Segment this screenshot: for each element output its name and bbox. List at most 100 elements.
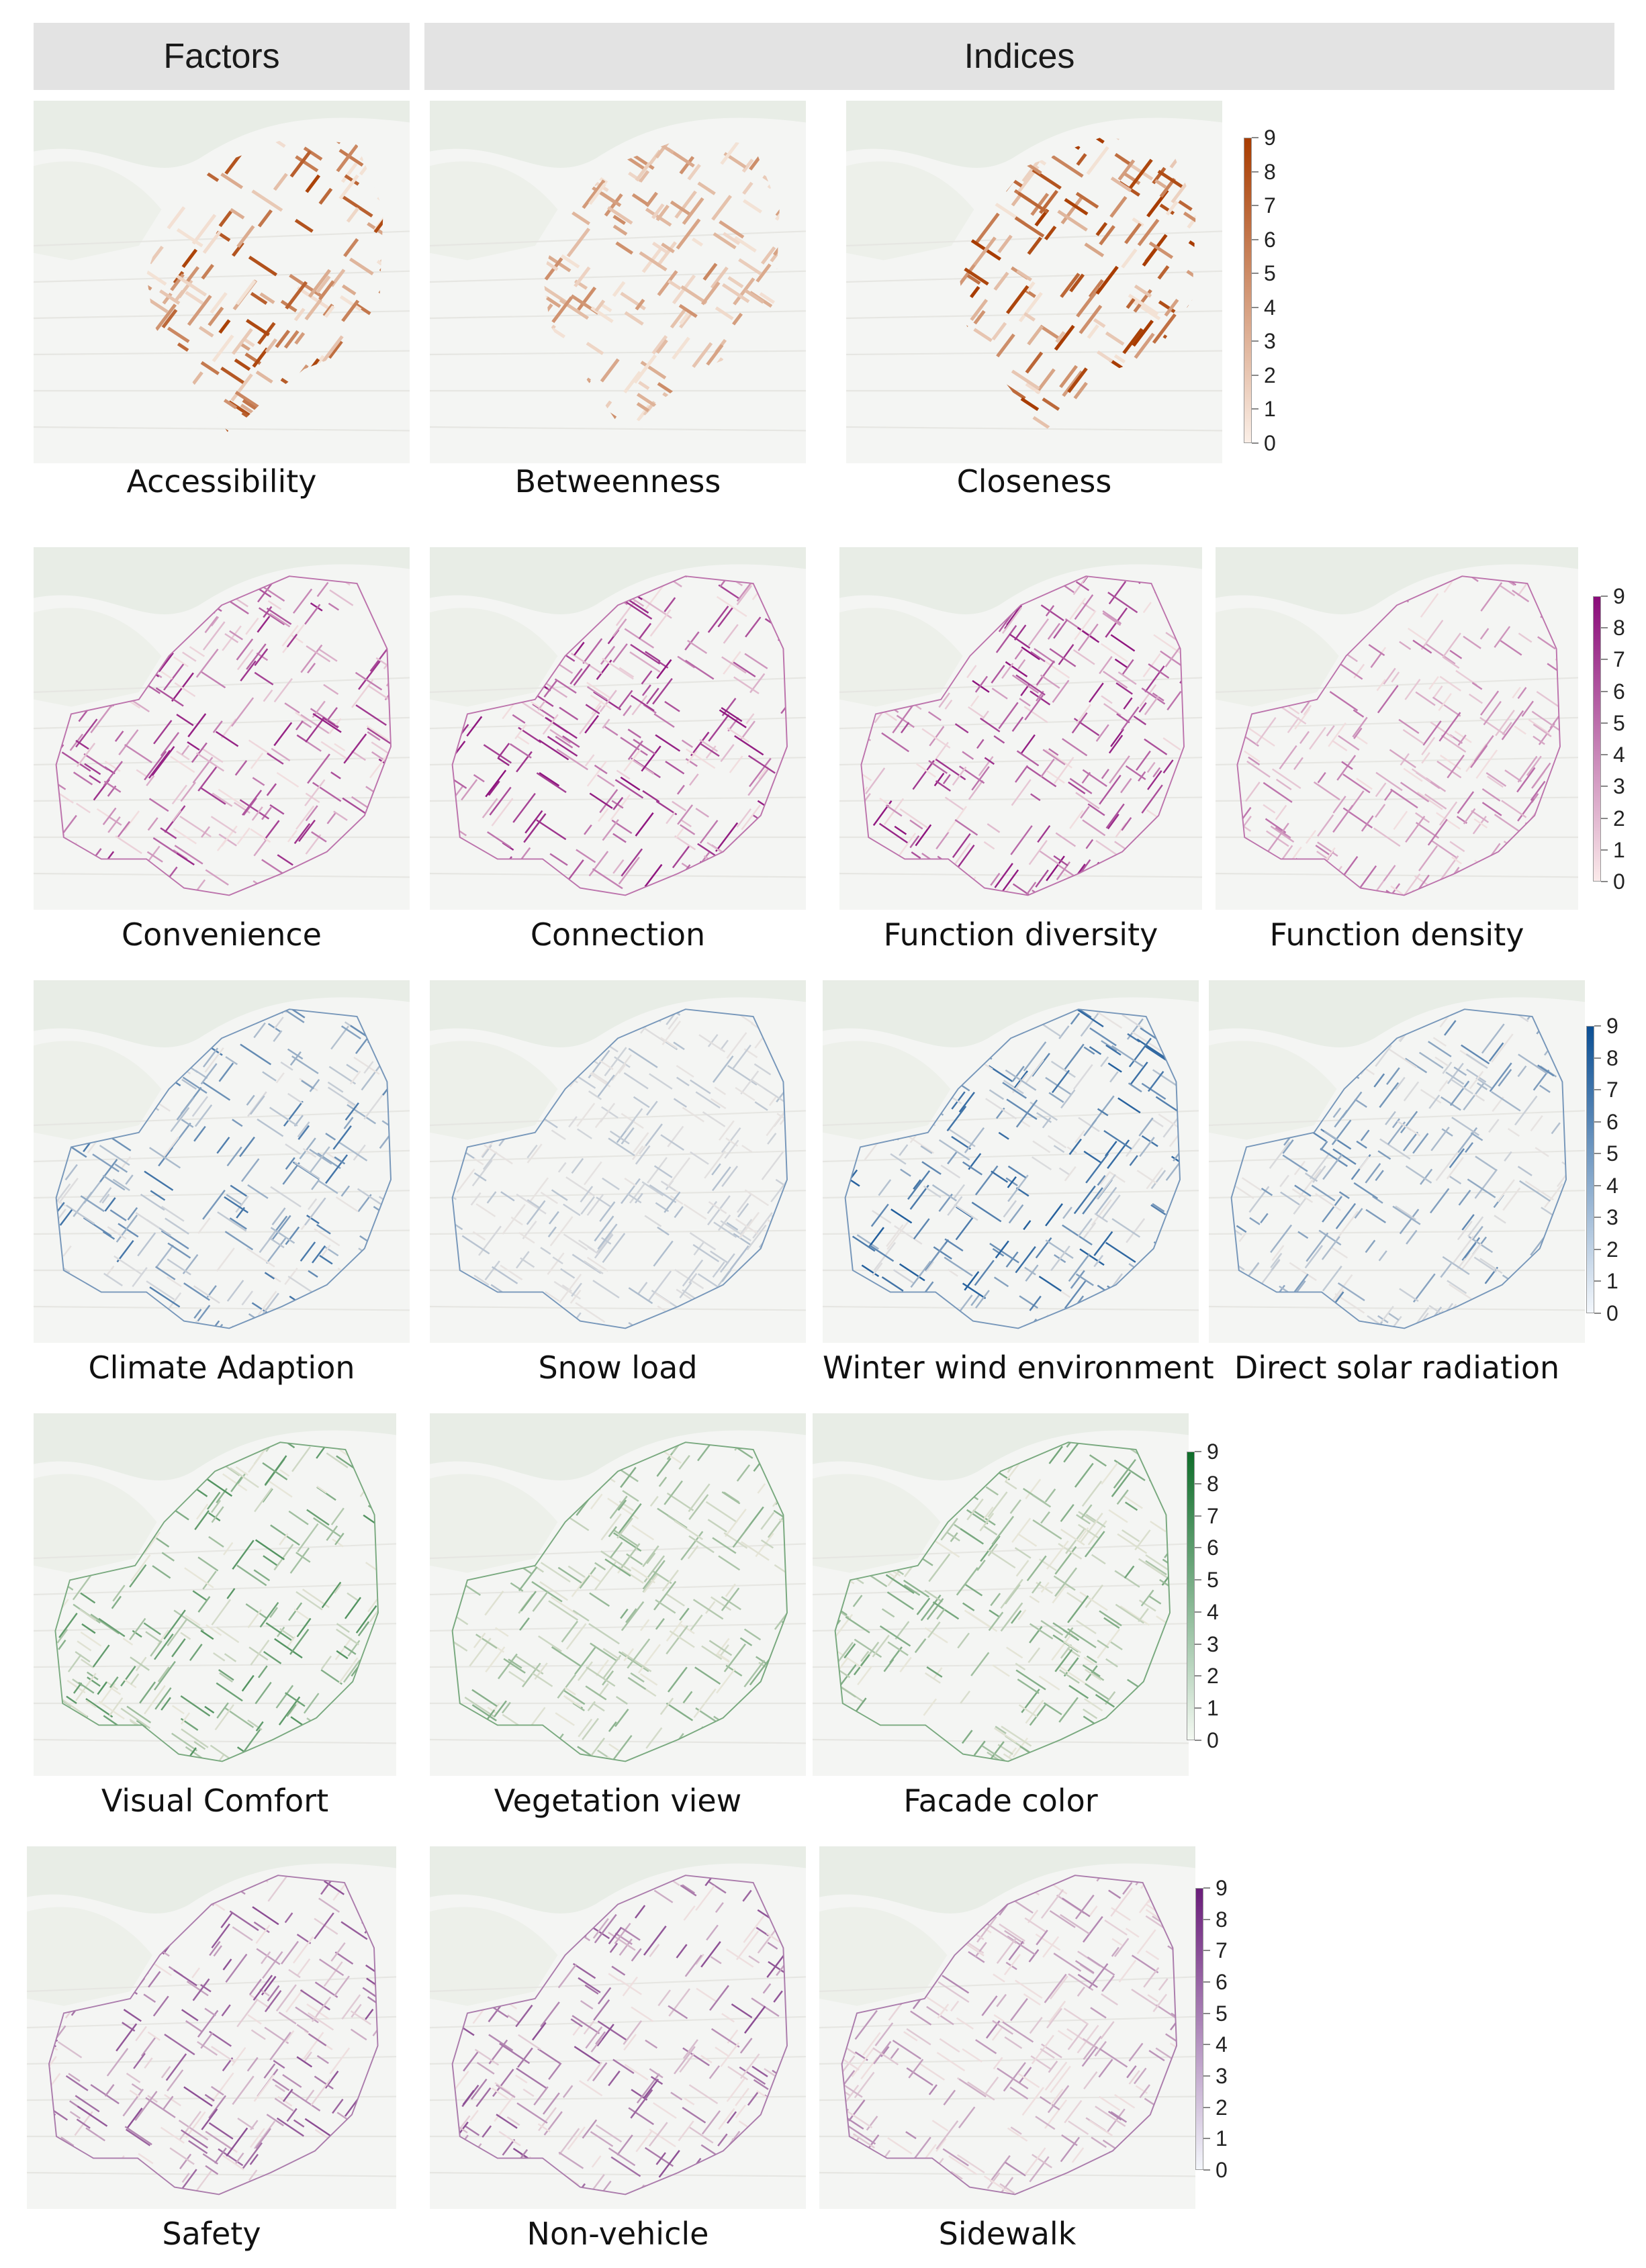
street-segment: [1020, 397, 1040, 412]
street-segment: [1103, 703, 1122, 716]
street-segment: [655, 339, 668, 354]
street-segment: [592, 1702, 605, 1712]
street-segment: [346, 1064, 359, 1073]
street-segment: [1379, 1305, 1394, 1324]
street-segment: [692, 342, 713, 369]
basemap-road: [430, 1662, 806, 1668]
street-segment: [750, 1078, 765, 1090]
street-segment: [664, 597, 676, 612]
street-segment: [744, 289, 765, 304]
street-segment: [1473, 818, 1488, 829]
street-segment: [620, 776, 641, 791]
street-segment: [952, 833, 971, 858]
street-segment: [80, 1592, 96, 1604]
street-segment: [556, 748, 588, 771]
street-segment: [176, 1096, 195, 1121]
street-segment: [222, 1473, 248, 1491]
street-segment: [174, 682, 196, 698]
street-segment: [58, 1640, 66, 1650]
street-segment: [1107, 1062, 1122, 1073]
basemap-road: [1209, 1229, 1585, 1235]
street-segment: [577, 1128, 592, 1139]
street-segment: [964, 1127, 985, 1153]
street-segment: [536, 772, 567, 794]
street-segment: [161, 671, 173, 680]
street-segment: [719, 709, 747, 728]
street-segment: [615, 241, 633, 255]
street-segment: [1447, 1280, 1467, 1294]
street-segment: [80, 1631, 102, 1647]
street-segment: [1480, 690, 1500, 716]
street-segment: [741, 158, 754, 173]
street-segment: [334, 1532, 345, 1546]
street-segment: [1420, 593, 1439, 618]
street-segment: [1111, 1218, 1141, 1238]
street-segment: [947, 806, 968, 833]
street-segment: [1428, 675, 1439, 690]
street-segment: [84, 763, 101, 775]
street-segment: [232, 1119, 243, 1127]
street-segment: [224, 1653, 237, 1662]
street-segment: [1005, 1251, 1019, 1268]
street-segment: [551, 1646, 582, 1667]
street-segment: [1517, 1166, 1533, 1176]
street-segment: [1317, 771, 1326, 784]
street-segment: [1039, 850, 1060, 865]
street-segment: [602, 718, 610, 729]
street-segment: [144, 1685, 166, 1715]
street-segment: [1085, 1153, 1109, 1184]
street-segment: [1075, 1273, 1094, 1286]
street-segment: [1144, 665, 1165, 693]
street-segment: [600, 358, 620, 383]
street-segment: [845, 1166, 860, 1187]
street-segment: [300, 714, 330, 735]
street-segment: [277, 1009, 306, 1019]
street-segment: [520, 1591, 537, 1612]
street-segment: [295, 805, 315, 830]
street-segment: [1453, 1235, 1475, 1264]
street-segment: [334, 743, 346, 752]
street-segment: [995, 624, 1017, 653]
street-segment: [623, 1072, 649, 1090]
street-segment: [125, 1174, 134, 1185]
street-segment: [1078, 1117, 1100, 1133]
street-segment: [1470, 745, 1488, 769]
street-segment: [1518, 1053, 1549, 1075]
street-segment: [376, 260, 383, 273]
street-segment: [112, 1585, 126, 1602]
street-segment: [297, 1121, 310, 1138]
street-segment: [306, 645, 331, 663]
street-segment: [1142, 653, 1161, 677]
street-segment: [509, 743, 532, 759]
basemap-background: [430, 1413, 806, 1776]
street-segment: [261, 806, 272, 820]
street-segment: [964, 1271, 980, 1291]
street-segment: [298, 819, 316, 842]
street-segment: [1294, 1184, 1312, 1197]
street-segment: [627, 728, 641, 739]
street-segment: [962, 1161, 983, 1176]
street-segment: [109, 1697, 124, 1716]
street-segment: [1054, 757, 1075, 784]
street-segment: [1139, 683, 1157, 707]
street-segment: [754, 1101, 768, 1111]
street-segment: [655, 734, 681, 752]
colorbar-tick-label: 7: [1264, 193, 1276, 218]
street-segment: [338, 1657, 359, 1684]
street-segment: [156, 1244, 174, 1268]
street-segment: [1062, 1224, 1093, 1246]
street-segment: [893, 1269, 915, 1284]
river-area: [823, 980, 1199, 1047]
street-segment: [1105, 331, 1125, 346]
street-segment: [1007, 1165, 1027, 1179]
street-segment: [285, 1157, 295, 1170]
basemap-road: [1216, 757, 1578, 766]
street-segment: [58, 1613, 78, 1638]
street-segment: [1099, 1171, 1111, 1185]
street-segment: [363, 1092, 385, 1120]
street-segment: [1023, 1220, 1032, 1231]
street-segment: [1004, 605, 1022, 630]
street-segment: [900, 722, 910, 734]
street-segment: [974, 1290, 990, 1309]
street-segment: [910, 1260, 931, 1288]
